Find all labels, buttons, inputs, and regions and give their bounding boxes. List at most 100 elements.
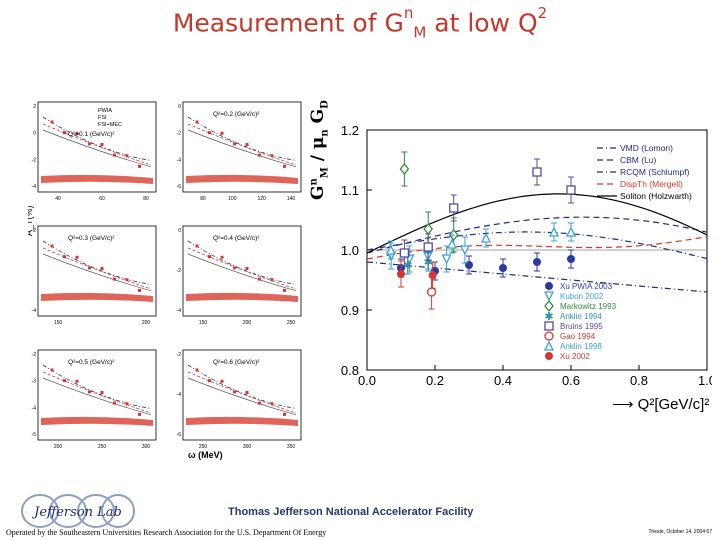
curve-legend-label: Soliton (Holzwarth) [620,191,692,201]
series-legend-label: Gao 1994 [560,332,596,341]
title-rest-text: at low Q [426,8,538,38]
panel-y-tick: -4 [177,392,182,398]
panel-frame [182,349,302,441]
data-point [220,131,224,135]
panel-y-tick: -2 [32,228,37,234]
panel-y-tick: -2 [32,352,37,358]
marker-open-diamond [399,162,410,176]
pwia-curve [42,116,152,161]
x-tick-label: 0.0 [358,373,376,388]
series-legend-label: Kubon 2002 [560,292,604,301]
data-point [195,244,199,248]
fsi-curve [42,371,152,414]
x-axis-label-text: Q²[GeV/c]² [637,396,710,413]
marker-open-square [544,321,554,331]
y-tick-label: 1.1 [341,183,359,198]
pwia-curve [187,364,297,409]
theory-curve-4 [366,236,708,260]
marker-filled-circle [465,261,473,269]
fsi-curve [187,123,297,166]
fsi-curve [42,123,152,166]
panel-2: Q²=0.2 (GeV/c)² 80 100 120 140 0 -2 -4 -6 [177,101,302,202]
panel-x-tick: 40 [55,196,61,202]
data-point [233,390,236,394]
panel-x-tick: 80 [143,196,149,202]
panel-legend-entry: FSI+MEC [98,122,122,128]
panel-y-tick: -2 [177,131,182,137]
data-point [283,288,286,292]
marker-star: ✱ [424,256,433,269]
series-legend-label: Markowitz 1993 [560,302,617,311]
data-point [113,153,116,157]
data-point [75,131,79,135]
marker-open-square [449,203,459,213]
curve-legend-label: DispTh (Mergell) [620,179,683,189]
marker-open-triangle-down [459,245,470,256]
panel-frame [37,349,157,441]
panel-x-tick: 250 [287,320,296,326]
series-7: Anklin 1998 [385,222,602,351]
panel-y-tick: -2 [177,268,182,274]
data-point [258,153,261,157]
data-point [88,390,91,394]
pwia-curve [42,240,152,285]
theory-curve-3 [366,261,708,293]
pwia-curve [42,364,152,409]
title-q2-sup: 2 [537,4,548,22]
y-tick-label: 1.2 [341,123,359,138]
marker-filled-circle [567,255,575,263]
series-legend-label: Xu PWIA 2003 [560,282,613,291]
panel-y-tick: -3 [32,379,37,385]
title-sup: n [403,4,414,22]
systematic-band [186,174,298,184]
data-point [138,412,141,416]
marker-open-square [532,167,542,177]
marker-open-triangle-up [543,340,555,351]
data-point [245,267,249,270]
series-8: Xu 2002 [397,260,590,361]
systematic-band [41,174,153,184]
panel-legend-entry: PWIA [98,108,112,114]
panel-y-tick: 0 [178,228,181,234]
series-legend-label: Anklin 1998 [560,342,602,351]
systematic-band [41,416,153,426]
data-point [138,288,141,292]
panel-frame [37,225,157,317]
curve-legend-label: RCQM (Schlumpf) [620,167,690,177]
data-point [125,154,129,158]
data-point [100,143,104,146]
data-point [75,255,79,259]
marker-open-circle [426,287,437,297]
panel-x-tick: 200 [243,320,252,326]
marker-open-circle [544,331,554,341]
theory-curve-2 [366,216,708,254]
panel-x-tick: 250 [98,444,107,450]
data-point [283,164,286,168]
data-point [208,379,211,383]
marker-open-triangle-up [385,244,396,255]
panel-q2-label: Q²=0.5 (GeV/c)² [68,359,115,366]
x-tick-label: 1.0 [698,373,712,388]
x-tick-label: 0.4 [494,373,512,388]
panel-q2-label: Q²=0.2 (GeV/c)² [213,111,260,118]
marker-filled-circle [428,271,437,280]
panels-x-label: ω (MeV) [188,450,223,460]
data-point [50,244,54,248]
panel-6: Q²=0.6 (GeV/c)² 250 300 350 -2 -4 -6 [177,349,302,450]
data-point [220,379,224,383]
systematic-band [41,292,153,302]
data-point [245,391,249,394]
panel-y-tick: -5 [32,432,37,438]
panel-x-tick: 100 [228,196,237,202]
x-tick-label: 0.8 [630,373,648,388]
y-tick-label: 1.0 [341,243,359,258]
fsi-curve [187,247,297,290]
marker-filled-circle [545,352,553,360]
gnm-chart: 0.0 0.2 0.4 0.6 0.8 1.0 0.8 0.9 1.0 1.1 1.2 VMD (Lo… [341,123,712,388]
marker-star: ✱ [403,259,412,272]
main-y-axis-label: GnM / μn GD [308,100,331,200]
data-point [113,277,116,281]
panel-x-tick: 150 [54,320,63,326]
footer-operator: Operated by the Southeastern Universitie… [6,528,327,537]
data-point [258,401,261,405]
